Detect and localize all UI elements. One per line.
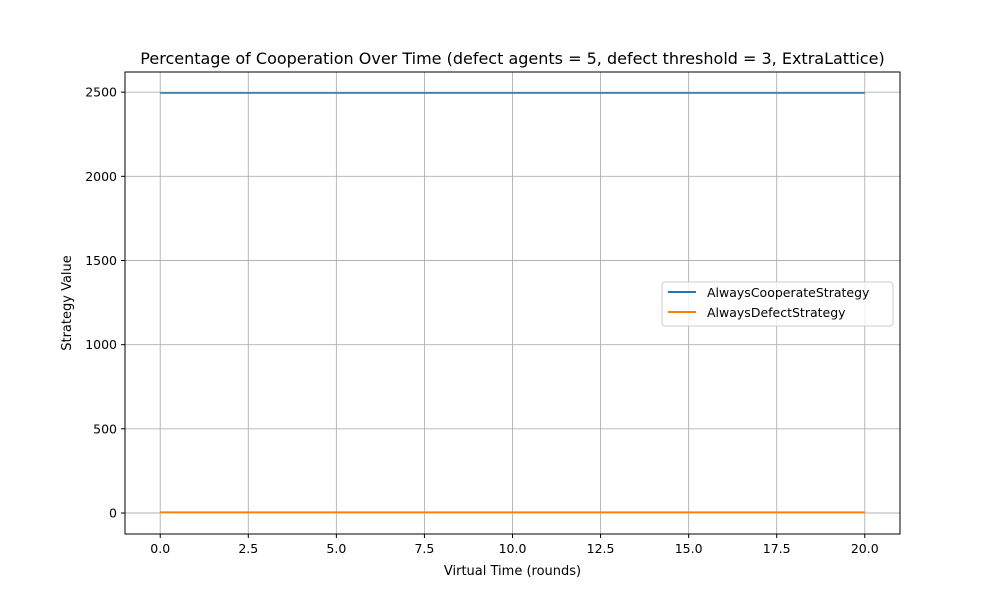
y-tick-label: 2000 — [85, 169, 117, 184]
x-tick-label: 7.5 — [414, 541, 434, 556]
series-layer — [160, 92, 865, 513]
x-axis-ticks: 0.0 2.5 5.0 7.5 10.0 12.5 15.0 17.5 20.0 — [150, 534, 879, 556]
y-tick-label: 2500 — [85, 85, 117, 100]
y-tick-label: 1000 — [85, 337, 117, 352]
x-tick-label: 10.0 — [499, 541, 527, 556]
y-axis-label: Strategy Value — [60, 255, 75, 351]
chart-title: Percentage of Cooperation Over Time (def… — [140, 49, 884, 68]
x-tick-label: 2.5 — [238, 541, 258, 556]
x-tick-label: 15.0 — [675, 541, 703, 556]
y-tick-label: 0 — [109, 506, 117, 521]
x-tick-label: 12.5 — [587, 541, 615, 556]
legend-label-always-cooperate: AlwaysCooperateStrategy — [707, 285, 870, 300]
y-tick-label: 500 — [93, 421, 117, 436]
x-tick-label: 0.0 — [150, 541, 170, 556]
y-tick-label: 1500 — [85, 253, 117, 268]
x-tick-label: 17.5 — [763, 541, 791, 556]
x-tick-label: 20.0 — [851, 541, 879, 556]
x-axis-label: Virtual Time (rounds) — [444, 564, 581, 579]
x-tick-label: 5.0 — [326, 541, 346, 556]
legend: AlwaysCooperateStrategy AlwaysDefectStra… — [661, 281, 894, 327]
y-axis-ticks: 0 500 1000 1500 2000 2500 — [85, 85, 125, 521]
legend-box — [661, 281, 894, 327]
legend-label-always-defect: AlwaysDefectStrategy — [707, 305, 846, 320]
